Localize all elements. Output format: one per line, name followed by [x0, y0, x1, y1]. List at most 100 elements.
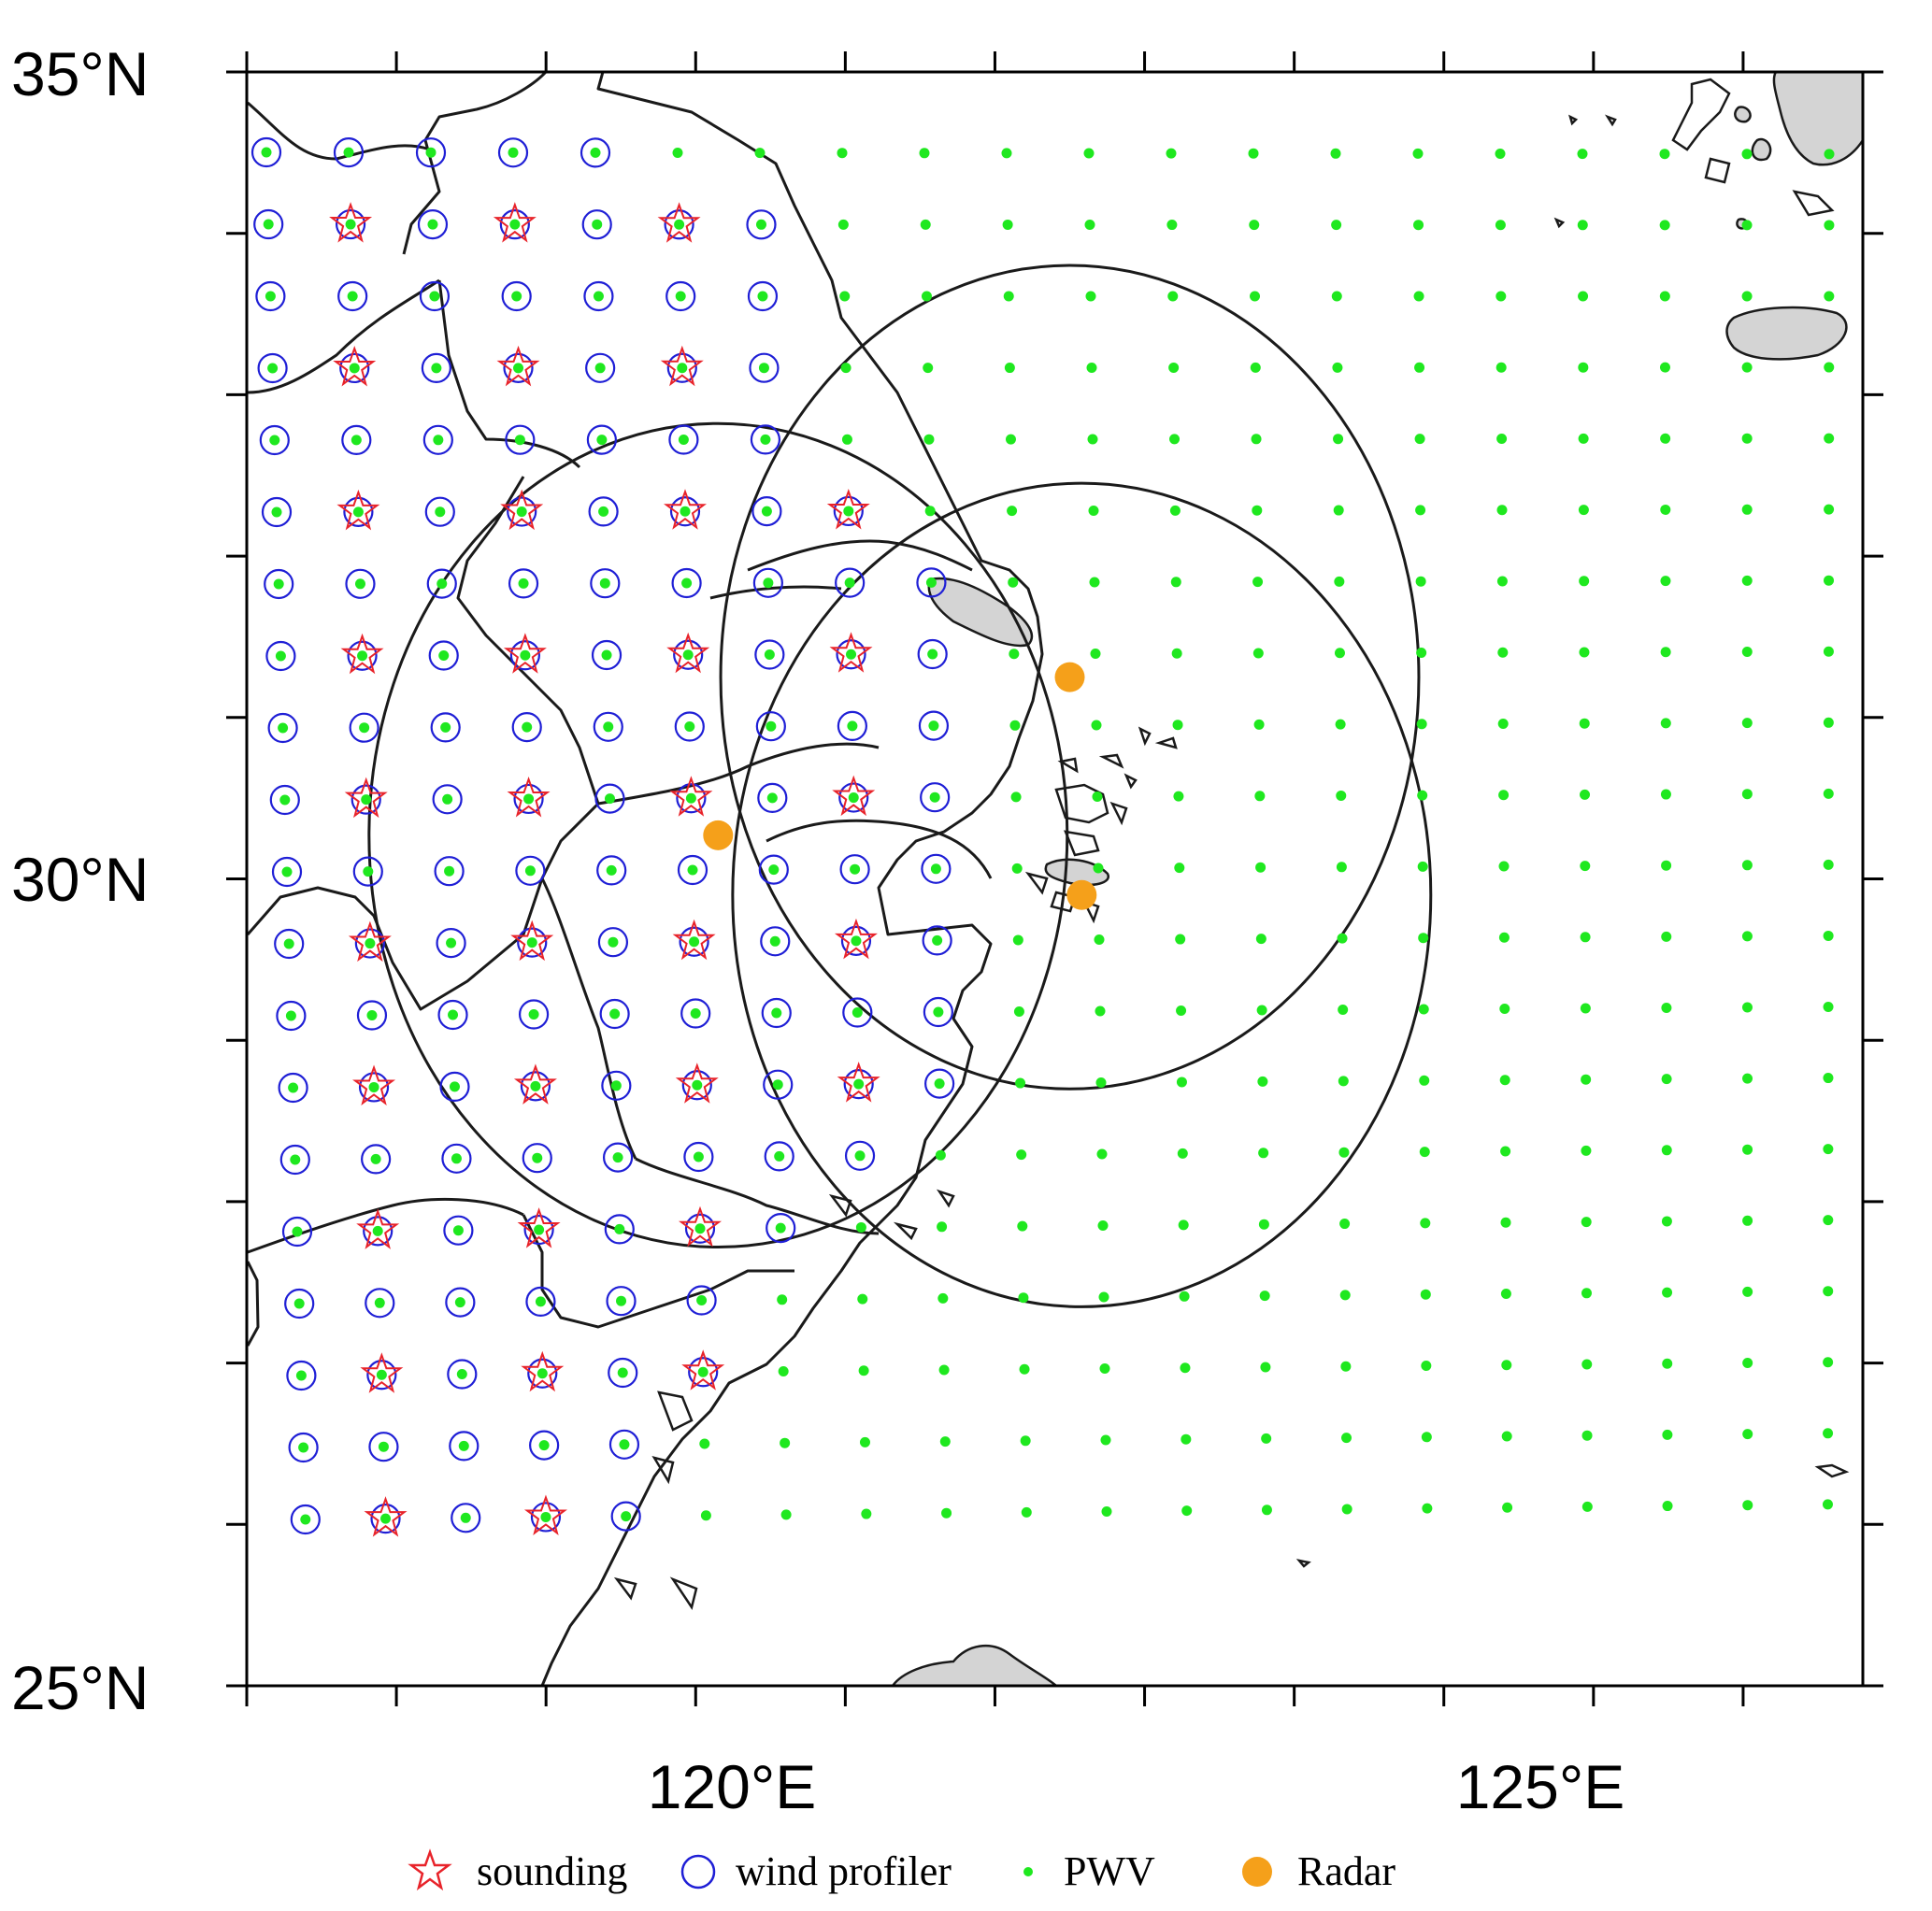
pwv-marker — [1578, 362, 1589, 373]
wind-profiler-marker — [924, 1068, 955, 1099]
pwv-marker — [1741, 433, 1753, 444]
pwv-marker — [1824, 433, 1835, 444]
pwv-marker — [263, 219, 274, 230]
wind-profiler-marker — [365, 1288, 395, 1319]
pwv-marker — [1338, 1005, 1349, 1015]
sounding-marker — [523, 1494, 567, 1535]
pwv-marker — [1823, 1357, 1834, 1368]
wind-profiler-marker — [842, 997, 873, 1028]
pwv-marker — [456, 1369, 467, 1379]
wind-profiler-marker — [352, 856, 383, 887]
legend-pwv-label: PWV — [1064, 1848, 1155, 1894]
pwv-marker — [1660, 576, 1671, 587]
pwv-marker — [1084, 220, 1095, 230]
pwv-marker — [516, 506, 527, 518]
pwv-marker — [1257, 1076, 1268, 1087]
pwv-marker — [1661, 1074, 1672, 1085]
pwv-marker — [1662, 1358, 1673, 1369]
sounding-marker — [657, 202, 701, 243]
sounding-marker — [344, 777, 388, 819]
pwv-marker — [1741, 647, 1753, 657]
pwv-marker — [293, 1298, 305, 1309]
legend-sounding-icon — [408, 1848, 452, 1891]
wind-profiler-marker — [515, 855, 546, 886]
pwv-marker — [1007, 506, 1018, 517]
wind-profiler-marker — [265, 640, 296, 672]
pwv-marker — [1181, 1433, 1192, 1445]
sounding-marker — [521, 1350, 565, 1392]
wind-profiler-marker — [445, 1287, 476, 1318]
pwv-marker — [1501, 1360, 1512, 1371]
pwv-marker — [598, 506, 609, 517]
wind-profiler-marker — [688, 1357, 719, 1388]
pwv-marker — [844, 578, 855, 589]
pwv-marker — [919, 148, 930, 159]
wind-profiler-marker — [836, 639, 866, 670]
pwv-marker — [935, 1149, 946, 1161]
pwv-marker — [1581, 1359, 1593, 1370]
pwv-marker — [699, 1438, 710, 1449]
pwv-marker — [444, 865, 455, 877]
pwv-marker — [861, 1508, 872, 1519]
korea-coast — [1772, 72, 1863, 166]
wind-profiler-marker — [757, 782, 788, 814]
pwv-marker — [1335, 719, 1346, 730]
wind-profiler-marker — [669, 496, 701, 527]
pwv-marker — [685, 792, 696, 804]
sounding-marker — [664, 489, 707, 530]
pwv-marker — [1413, 291, 1424, 302]
pwv-marker — [846, 649, 857, 660]
pwv-marker — [1742, 1429, 1753, 1440]
radar-range-circle — [719, 264, 1421, 1091]
pwv-marker — [1742, 1358, 1753, 1368]
wind-profiler-marker — [666, 352, 697, 383]
pwv-marker — [852, 1007, 863, 1018]
pwv-marker — [514, 435, 525, 446]
pwv-marker — [608, 936, 619, 948]
pwv-marker — [352, 506, 364, 518]
pwv-marker — [292, 1226, 303, 1237]
pwv-marker — [837, 148, 848, 159]
legend-radar-icon — [1242, 1857, 1272, 1887]
pwv-marker — [1341, 1433, 1352, 1444]
pwv-marker — [760, 434, 771, 445]
wind-profiler-marker — [511, 711, 542, 743]
pwv-marker — [859, 1436, 870, 1448]
wind-profiler-marker — [426, 568, 457, 599]
pwv-marker — [1823, 1428, 1834, 1439]
pwv-marker — [1824, 504, 1835, 515]
y-axis-labels: 35°N 30°N 25°N — [11, 39, 149, 1722]
pwv-marker — [1662, 1287, 1673, 1298]
pwv-marker — [599, 578, 610, 589]
wind-profiler-marker — [755, 711, 786, 742]
pwv-marker — [609, 1008, 621, 1020]
pwv-marker — [1169, 434, 1181, 445]
wind-profiler-marker — [588, 496, 619, 527]
x-tick-label-125e: 125°E — [1456, 1752, 1625, 1821]
wind-profiler-marker — [451, 1503, 481, 1533]
y-tick-label-35n: 35°N — [11, 39, 149, 108]
pwv-marker — [1099, 1363, 1110, 1374]
wind-profiler-marker — [754, 639, 785, 670]
pwv-marker — [937, 1221, 948, 1233]
pwv-marker — [1083, 148, 1095, 159]
pwv-marker — [1418, 1004, 1429, 1015]
wind-profiler-marker — [437, 999, 468, 1031]
pwv-marker — [1021, 1506, 1032, 1518]
pwv-marker — [359, 722, 370, 734]
pwv-marker — [857, 1293, 868, 1305]
wind-profiler-marker — [764, 1141, 794, 1172]
pwv-marker — [1176, 1005, 1187, 1016]
wind-profiler-marker — [840, 925, 872, 956]
pwv-marker — [365, 938, 376, 949]
wind-profiler-marker — [257, 352, 288, 384]
pwv-marker — [440, 721, 451, 733]
pwv-marker — [1661, 860, 1672, 871]
pwv-marker — [1500, 1146, 1511, 1157]
pwv-marker — [1742, 1073, 1753, 1084]
pwv-marker — [1742, 1215, 1753, 1226]
wind-profiler-marker — [274, 928, 305, 960]
pwv-marker — [1416, 719, 1427, 730]
pwv-marker — [934, 1078, 945, 1090]
pwv-marker — [1009, 649, 1020, 660]
